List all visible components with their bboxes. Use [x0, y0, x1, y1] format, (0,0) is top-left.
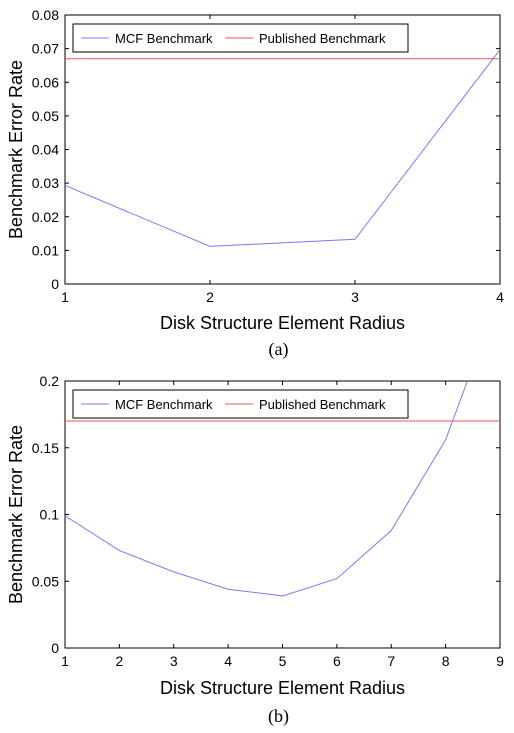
y-tick-label: 0	[51, 276, 59, 292]
legend: MCF Benchmark Published Benchmark	[72, 389, 409, 419]
x-tick-label: 3	[351, 289, 359, 305]
y-tick-label: 0.05	[32, 573, 59, 589]
chart-b: 1 2 3 4 5 6 7 8 9 0 0.05 0.1 0.15 0.2 MCF Benchmark Pub…	[6, 373, 504, 727]
x-tick-label: 5	[279, 653, 287, 669]
x-tick-label: 1	[61, 653, 69, 669]
x-tick-label: 8	[442, 653, 450, 669]
y-tick-label: 0.06	[32, 74, 59, 90]
x-axis-label: Disk Structure Element Radius	[160, 313, 405, 333]
legend: MCF Benchmark Published Benchmark	[72, 23, 409, 53]
x-tick-label: 9	[496, 653, 504, 669]
x-tick-label: 2	[206, 289, 214, 305]
legend-label: Published Benchmark	[259, 31, 386, 46]
chart-a: 1 2 3 4 0 0.01 0.02 0.03 0.04 0.05 0.06 0.07 0.08 MCF…	[6, 7, 504, 360]
figure-caption: (a)	[269, 339, 289, 360]
y-tick-label: 0.2	[40, 373, 60, 389]
x-tick-label: 7	[387, 653, 395, 669]
y-tick-label: 0	[51, 640, 59, 656]
mcf-benchmark-line	[65, 49, 500, 247]
y-tick-label: 0.02	[32, 209, 59, 225]
legend-label: Published Benchmark	[259, 397, 386, 412]
x-tick-label: 2	[115, 653, 123, 669]
legend-label: MCF Benchmark	[115, 31, 213, 46]
y-axis-label: Benchmark Error Rate	[6, 425, 26, 604]
legend-label: MCF Benchmark	[115, 397, 213, 412]
x-tick-label: 1	[61, 289, 69, 305]
y-axis-label: Benchmark Error Rate	[6, 60, 26, 239]
y-tick-label: 0.04	[32, 142, 59, 158]
y-tick-label: 0.15	[32, 440, 59, 456]
y-tick-label: 0.08	[32, 7, 59, 23]
x-axis-label: Disk Structure Element Radius	[160, 678, 405, 698]
x-tick-label: 3	[170, 653, 178, 669]
y-tick-label: 0.07	[32, 41, 59, 57]
x-tick-label: 4	[224, 653, 232, 669]
y-tick-label: 0.01	[32, 242, 59, 258]
y-tick-label: 0.03	[32, 175, 59, 191]
plot-frame	[64, 14, 501, 285]
figure-caption: (b)	[268, 706, 289, 727]
y-tick-label: 0.05	[32, 108, 59, 124]
x-tick-label: 6	[333, 653, 341, 669]
x-tick-label: 4	[496, 289, 504, 305]
y-tick-label: 0.1	[40, 507, 60, 523]
